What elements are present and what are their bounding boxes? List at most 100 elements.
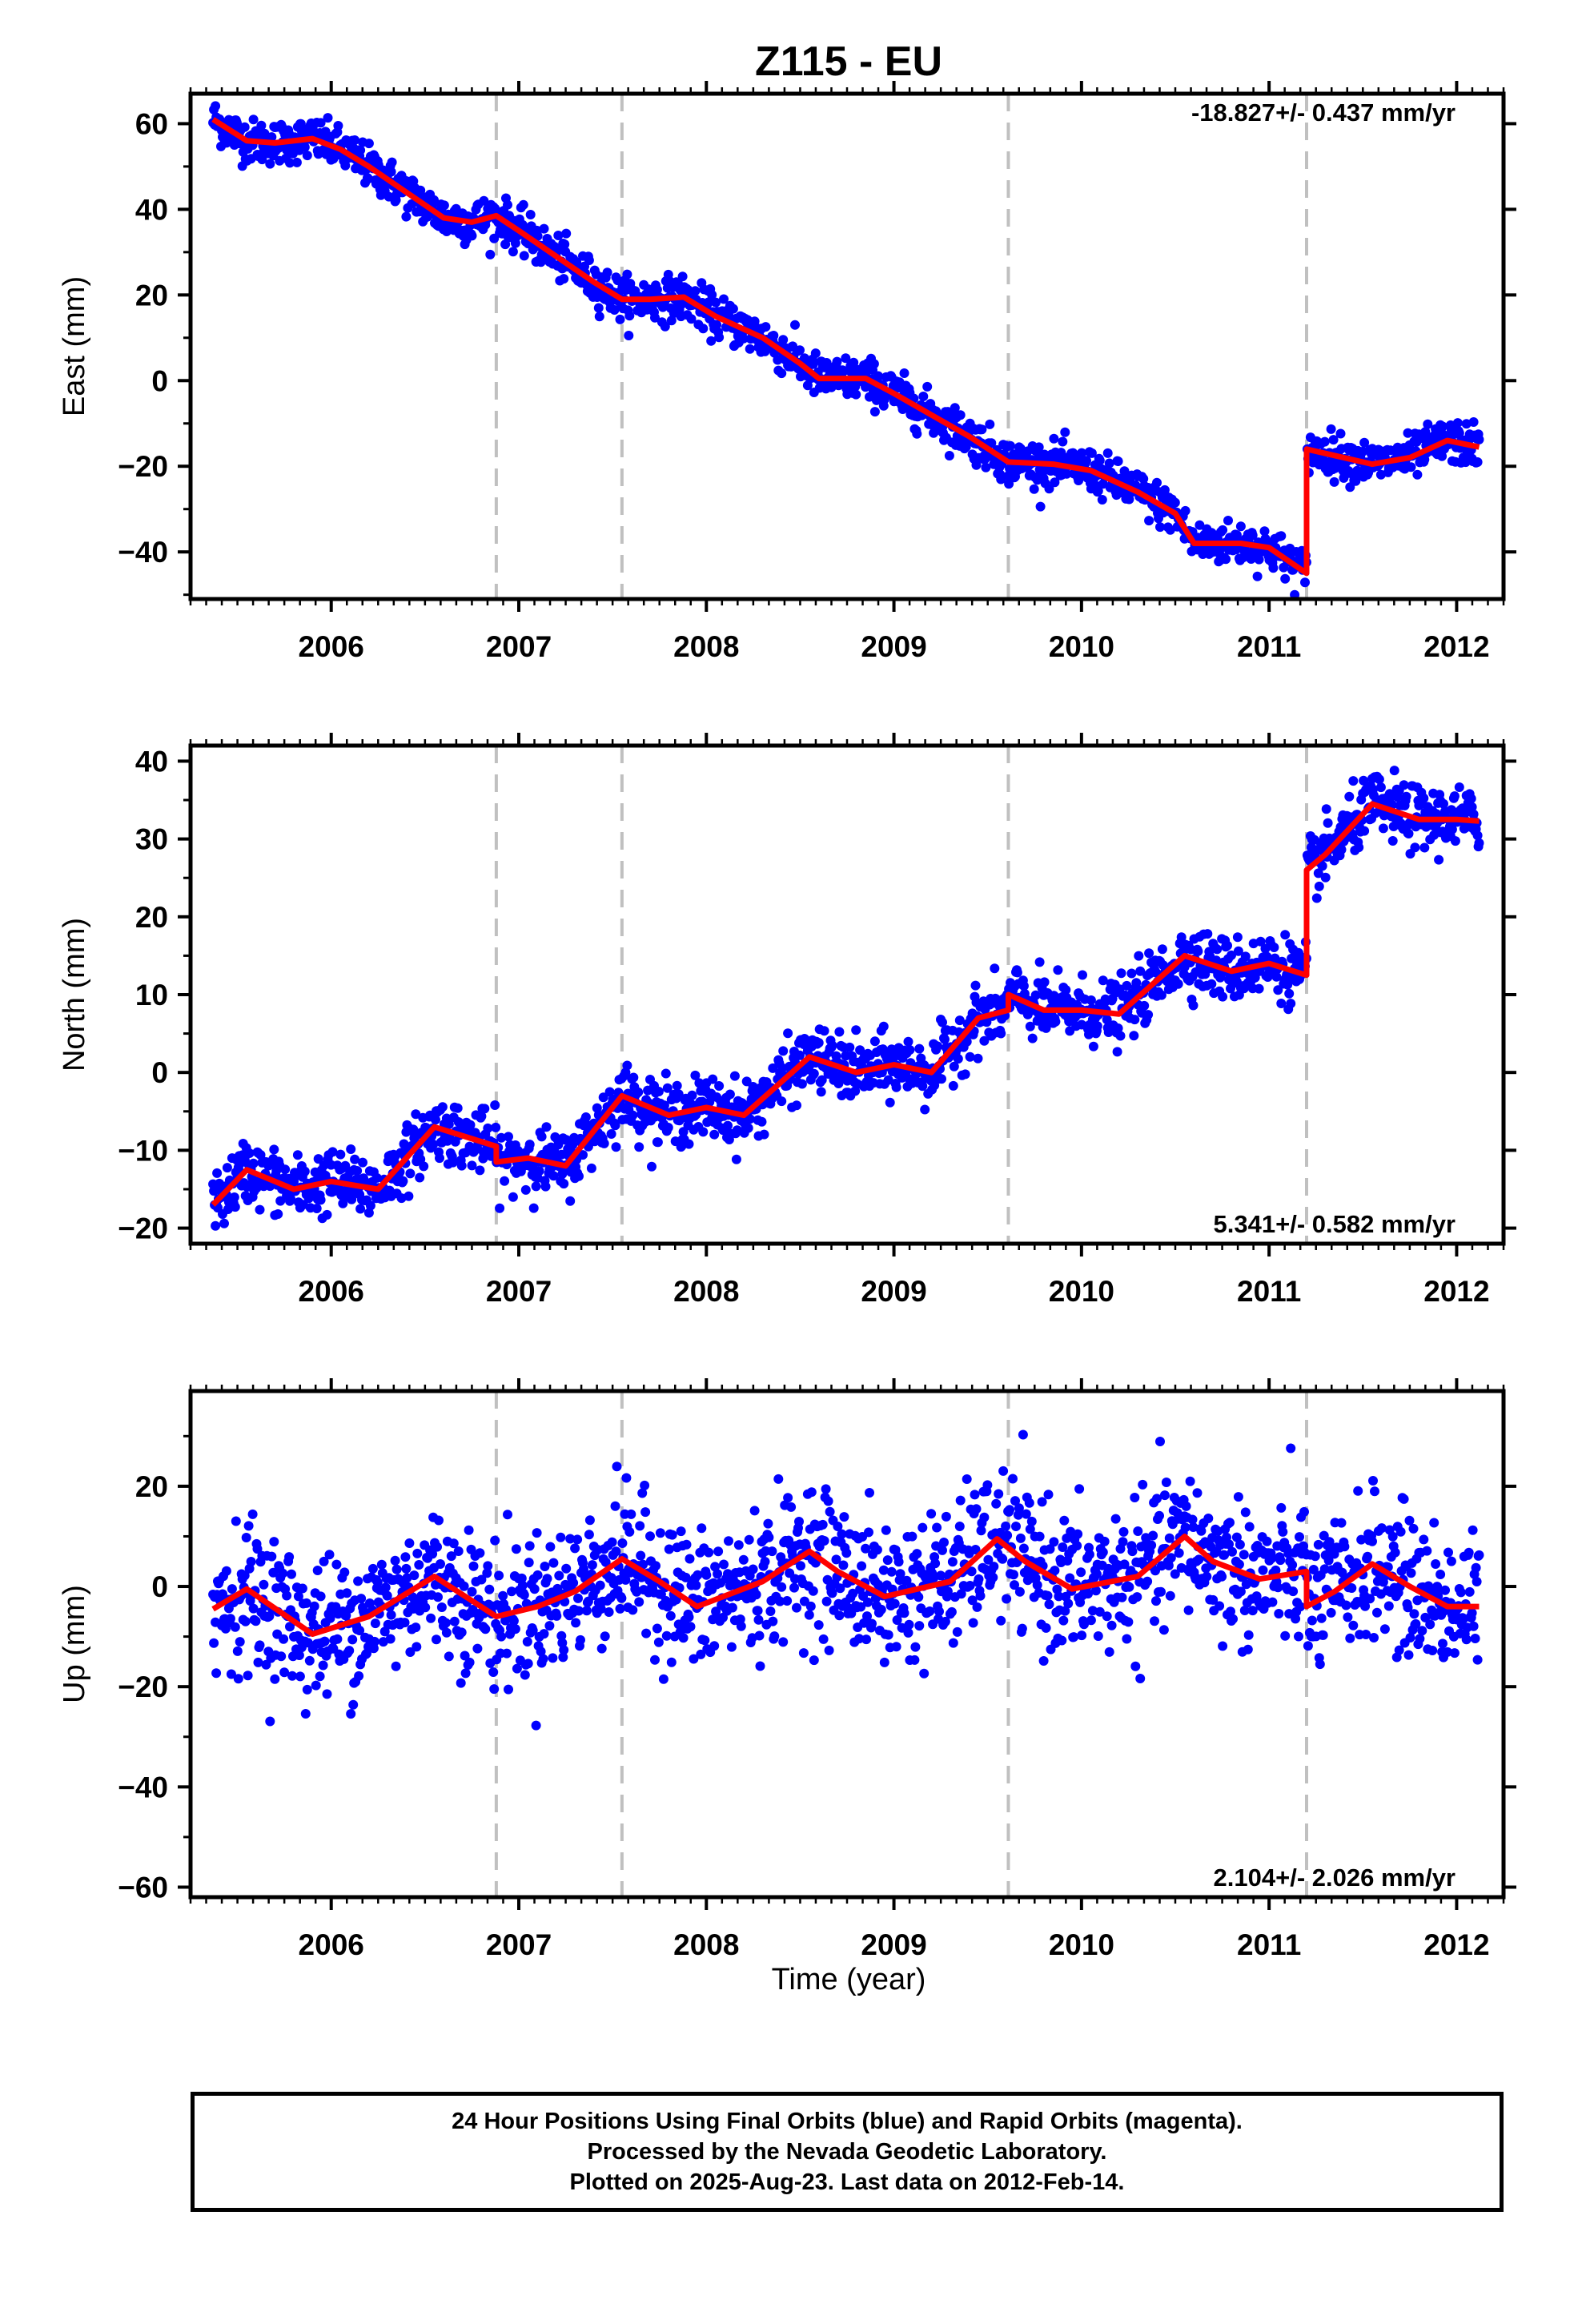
data-point (724, 1536, 733, 1546)
data-point (355, 145, 366, 155)
data-point (989, 1562, 999, 1572)
data-point (1300, 577, 1310, 588)
data-point (1434, 854, 1444, 865)
data-point (332, 1634, 343, 1644)
data-point (1215, 1601, 1225, 1611)
data-point (622, 269, 632, 279)
data-point (559, 274, 569, 284)
data-point (1050, 1016, 1061, 1027)
data-point (1122, 1634, 1132, 1644)
data-point (1336, 845, 1347, 854)
data-point (789, 1582, 799, 1593)
data-point (401, 211, 412, 222)
data-point (433, 1592, 443, 1602)
data-point (1115, 1031, 1126, 1041)
data-point (761, 322, 771, 332)
data-point (647, 1161, 656, 1172)
data-point (697, 1096, 708, 1107)
data-point (635, 1521, 645, 1531)
data-point (1225, 1518, 1235, 1528)
data-point (1192, 1488, 1203, 1498)
data-point (1039, 977, 1050, 987)
data-point (599, 1138, 609, 1148)
data-point (965, 1051, 975, 1062)
data-point (432, 1634, 441, 1645)
data-point (621, 1473, 632, 1483)
data-point (691, 1580, 701, 1590)
data-point (867, 1618, 877, 1629)
data-point (524, 1140, 535, 1150)
data-point (441, 227, 452, 236)
data-point (1227, 1546, 1237, 1557)
x-tick-label: 2008 (673, 1275, 739, 1308)
data-point (420, 1602, 431, 1613)
data-point (269, 1144, 279, 1155)
data-point (754, 1630, 765, 1641)
data-point (1082, 456, 1091, 466)
data-point (475, 1165, 485, 1176)
data-point (400, 1618, 410, 1628)
data-point (398, 1176, 408, 1186)
data-point (1474, 838, 1484, 848)
data-point (982, 1480, 993, 1490)
data-point (1044, 1599, 1054, 1610)
data-point (1472, 457, 1483, 467)
data-point (568, 1140, 578, 1150)
data-point (676, 1526, 686, 1537)
data-point (979, 1512, 990, 1522)
data-point (255, 1204, 265, 1215)
data-point (673, 1089, 684, 1100)
data-point (1018, 1429, 1028, 1440)
data-point (1203, 1514, 1214, 1523)
data-point (653, 1637, 664, 1647)
data-point (1076, 1567, 1086, 1578)
data-point (1035, 501, 1046, 512)
data-point (759, 1129, 769, 1140)
data-point (1410, 842, 1420, 853)
data-point (464, 1657, 475, 1667)
data-point (233, 1674, 243, 1684)
data-point (891, 1082, 901, 1092)
data-point (667, 1530, 677, 1540)
x-tick-label: 2006 (299, 630, 364, 663)
data-point (641, 1628, 652, 1638)
data-point (666, 1657, 677, 1667)
data-point (1144, 948, 1154, 959)
data-point (1218, 525, 1228, 535)
data-point (905, 1045, 915, 1055)
data-point (540, 1181, 551, 1192)
data-point (522, 1637, 532, 1647)
data-point (909, 1655, 920, 1665)
data-point (985, 419, 995, 429)
data-point (586, 1163, 596, 1173)
data-point (534, 1166, 544, 1176)
data-point (925, 1606, 935, 1616)
data-point (1049, 433, 1059, 444)
data-point (698, 1127, 709, 1137)
data-point (690, 286, 701, 296)
data-point (833, 1079, 844, 1088)
data-point (1004, 479, 1014, 489)
data-point (1073, 1529, 1083, 1539)
data-point (465, 1120, 476, 1130)
data-point (552, 1610, 562, 1621)
data-point (628, 1605, 638, 1615)
data-point (510, 238, 520, 248)
data-point (472, 1643, 483, 1654)
data-point (539, 1629, 549, 1639)
data-point (704, 1547, 714, 1558)
data-point (727, 1602, 737, 1613)
data-point (235, 1637, 245, 1647)
data-point (489, 1684, 500, 1695)
data-point (340, 160, 351, 171)
data-point (428, 1140, 439, 1149)
data-point (950, 403, 960, 413)
data-point (700, 1635, 710, 1646)
data-point (1097, 495, 1107, 505)
data-point (968, 1618, 978, 1628)
data-point (1311, 893, 1322, 903)
data-point (809, 1068, 819, 1079)
data-point (869, 407, 880, 417)
